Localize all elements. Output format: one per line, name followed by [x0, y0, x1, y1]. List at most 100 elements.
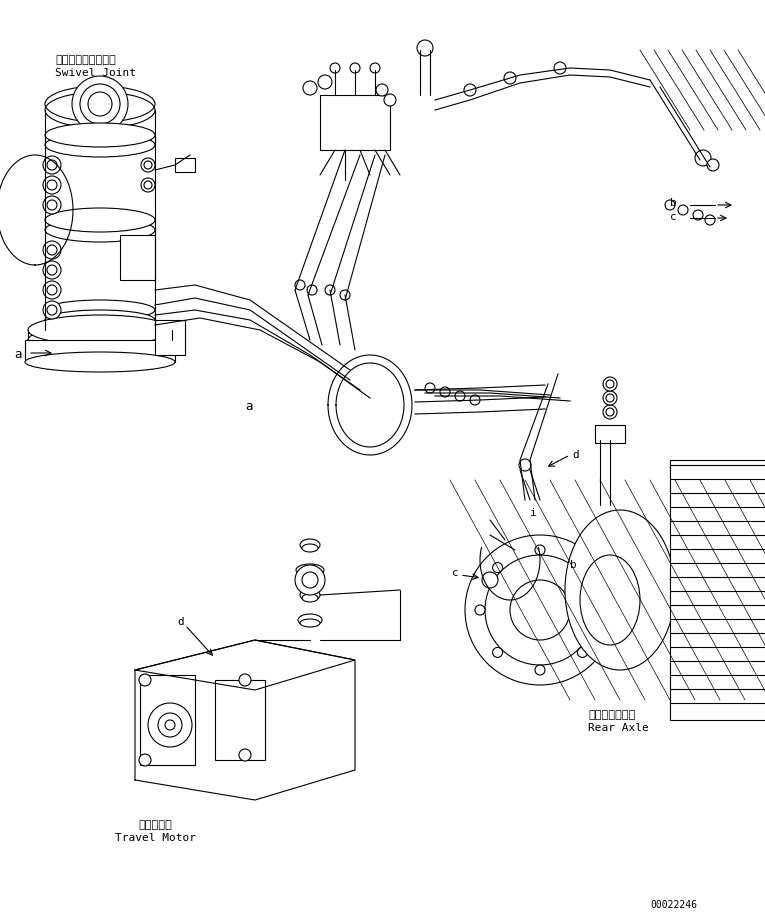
Bar: [320, 95, 390, 150]
Text: a: a: [245, 400, 252, 413]
Circle shape: [350, 63, 360, 73]
Circle shape: [417, 40, 433, 56]
Circle shape: [504, 72, 516, 84]
Bar: [595, 425, 625, 443]
Circle shape: [139, 754, 151, 766]
Circle shape: [595, 605, 605, 615]
Ellipse shape: [45, 208, 155, 232]
Circle shape: [376, 84, 388, 96]
Circle shape: [307, 285, 317, 295]
Text: Travel Motor: Travel Motor: [115, 833, 196, 843]
Bar: [25, 340, 175, 362]
Circle shape: [43, 156, 61, 174]
Circle shape: [239, 674, 251, 686]
Text: 00022246: 00022246: [650, 900, 697, 910]
Ellipse shape: [296, 564, 324, 576]
Ellipse shape: [300, 619, 320, 627]
Text: Swivel Joint: Swivel Joint: [55, 68, 136, 78]
Text: c: c: [670, 212, 677, 222]
Text: i: i: [530, 508, 537, 518]
Text: スイベルジョイント: スイベルジョイント: [55, 55, 116, 65]
Circle shape: [603, 405, 617, 419]
Circle shape: [141, 178, 155, 192]
Circle shape: [43, 241, 61, 259]
Ellipse shape: [302, 544, 318, 552]
Circle shape: [340, 290, 350, 300]
Bar: [670, 460, 765, 720]
Bar: [175, 158, 195, 172]
Text: a: a: [14, 348, 21, 361]
Circle shape: [665, 200, 675, 210]
Circle shape: [43, 261, 61, 279]
Ellipse shape: [300, 539, 320, 551]
Circle shape: [148, 703, 192, 747]
Text: b: b: [570, 560, 577, 570]
Circle shape: [707, 159, 719, 171]
Text: c: c: [452, 568, 459, 578]
Ellipse shape: [45, 123, 155, 147]
Circle shape: [535, 545, 545, 555]
Ellipse shape: [45, 92, 155, 128]
Circle shape: [464, 84, 476, 96]
Circle shape: [493, 563, 503, 573]
Ellipse shape: [580, 555, 640, 645]
Circle shape: [578, 563, 588, 573]
Ellipse shape: [28, 325, 172, 355]
Circle shape: [325, 285, 335, 295]
Bar: [120, 235, 155, 280]
Circle shape: [554, 62, 566, 74]
Circle shape: [510, 580, 570, 640]
Text: リヤーアクスル: リヤーアクスル: [588, 710, 635, 720]
Text: Rear Axle: Rear Axle: [588, 723, 649, 733]
Text: 走行モータ: 走行モータ: [138, 820, 172, 830]
Circle shape: [295, 280, 305, 290]
Ellipse shape: [45, 300, 155, 320]
Ellipse shape: [565, 510, 675, 670]
Circle shape: [465, 535, 615, 685]
Bar: [140, 675, 195, 765]
Circle shape: [678, 205, 688, 215]
Circle shape: [43, 301, 61, 319]
Circle shape: [139, 674, 151, 686]
Ellipse shape: [302, 594, 318, 602]
Circle shape: [43, 281, 61, 299]
Circle shape: [141, 158, 155, 172]
Circle shape: [43, 176, 61, 194]
Circle shape: [519, 459, 531, 471]
Circle shape: [535, 665, 545, 675]
Circle shape: [43, 196, 61, 214]
Circle shape: [384, 94, 396, 106]
Ellipse shape: [298, 614, 322, 626]
Circle shape: [440, 387, 450, 397]
Ellipse shape: [45, 133, 155, 157]
Ellipse shape: [298, 569, 322, 577]
Text: d: d: [572, 450, 579, 460]
Circle shape: [693, 210, 703, 220]
Circle shape: [318, 75, 332, 89]
Circle shape: [603, 377, 617, 391]
Circle shape: [578, 647, 588, 657]
Circle shape: [455, 391, 465, 401]
Circle shape: [705, 215, 715, 225]
Circle shape: [370, 63, 380, 73]
Circle shape: [295, 565, 325, 595]
Circle shape: [695, 150, 711, 166]
Circle shape: [239, 749, 251, 761]
Circle shape: [425, 383, 435, 393]
Circle shape: [603, 391, 617, 405]
Circle shape: [330, 63, 340, 73]
Text: b: b: [670, 198, 677, 208]
Ellipse shape: [28, 315, 172, 345]
Circle shape: [493, 647, 503, 657]
Circle shape: [482, 572, 498, 588]
Ellipse shape: [45, 310, 155, 330]
Circle shape: [72, 76, 128, 132]
Ellipse shape: [25, 352, 175, 372]
Circle shape: [470, 395, 480, 405]
Circle shape: [475, 605, 485, 615]
Circle shape: [485, 555, 595, 665]
Text: d: d: [177, 617, 184, 627]
Bar: [215, 680, 265, 760]
Ellipse shape: [300, 589, 320, 601]
Bar: [155, 320, 185, 355]
